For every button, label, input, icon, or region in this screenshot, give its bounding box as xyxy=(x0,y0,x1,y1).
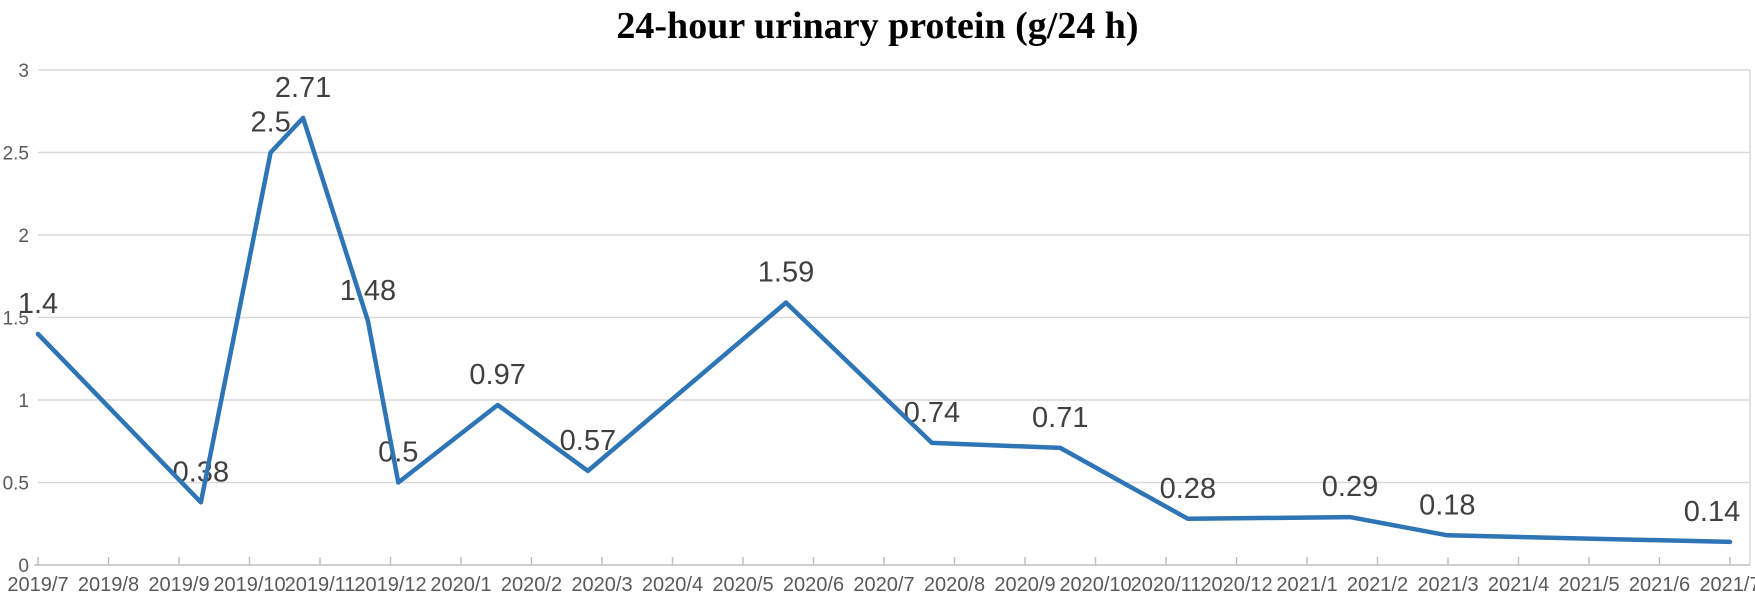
x-axis-tick-label: 2021/5 xyxy=(1558,574,1619,596)
data-point-label: 2.71 xyxy=(275,72,331,104)
x-axis-tick-label: 2019/10 xyxy=(213,574,285,596)
data-point-label: 2.5 xyxy=(250,107,290,139)
y-axis-labels-group: 0 0.5 1 1.5 2 2.5 3 xyxy=(3,61,29,577)
x-axis-tick-label: 2020/1 xyxy=(430,574,491,596)
x-axis-tick-label: 2021/7 xyxy=(1699,574,1755,596)
x-axis-tick-label: 2020/6 xyxy=(783,574,844,596)
x-axis-tick-label: 2019/8 xyxy=(78,574,139,596)
x-axis-tick-label: 2021/6 xyxy=(1629,574,1690,596)
data-point-label: 0.71 xyxy=(1032,402,1088,434)
data-point-label: 0.18 xyxy=(1419,489,1475,521)
data-point-label: 0.29 xyxy=(1322,471,1378,503)
x-axis-tick-label: 2020/5 xyxy=(712,574,773,596)
data-point-label: 0.57 xyxy=(560,425,616,457)
gridlines-group xyxy=(38,69,1750,484)
x-axis-tick-label: 2020/2 xyxy=(501,574,562,596)
data-point-label: 1.59 xyxy=(758,257,814,289)
x-axis-tick-label: 2021/1 xyxy=(1276,574,1337,596)
y-axis-tick-label: 3 xyxy=(18,61,29,82)
data-labels-group: 1.40.382.52.711.480.50.970.571.590.74 0.7… xyxy=(18,72,1740,528)
x-axis-tick-label: 2020/4 xyxy=(642,574,703,596)
data-point-label: 0.28 xyxy=(1160,473,1216,505)
chart-title: 24-hour urinary protein (g/24 h) xyxy=(616,5,1139,47)
x-axis-tick-label: 2020/12 xyxy=(1200,574,1272,596)
x-axis-tick-label: 2021/2 xyxy=(1347,574,1408,596)
data-point-label: 0.14 xyxy=(1684,496,1740,528)
x-axis-tick-label: 2021/3 xyxy=(1417,574,1478,596)
y-axis-tick-label: 0 xyxy=(18,556,29,577)
x-axis-tick-label: 2020/8 xyxy=(924,574,985,596)
x-axis-tick-label: 2020/9 xyxy=(994,574,1055,596)
x-axis-tick-label: 2019/7 xyxy=(7,574,68,596)
y-axis-tick-label: 2.5 xyxy=(3,144,29,165)
data-point-label: 0.5 xyxy=(378,437,418,469)
x-axis-tick-label: 2021/4 xyxy=(1488,574,1549,596)
series-line xyxy=(35,115,1733,545)
data-point-label: 0.97 xyxy=(469,359,525,391)
y-axis-tick-label: 1 xyxy=(18,391,29,412)
x-axis-tick-label: 2019/12 xyxy=(354,574,426,596)
data-point-label: 1.48 xyxy=(340,275,396,307)
x-axis-tick-label: 2020/11 xyxy=(1131,574,1202,596)
x-axis-tick-label: 2020/3 xyxy=(571,574,632,596)
x-axis-ticks-group xyxy=(37,557,1731,565)
x-axis-tick-label: 2020/10 xyxy=(1059,574,1131,596)
y-axis-tick-label: 0.5 xyxy=(3,474,29,495)
x-axis-tick-label: 2020/7 xyxy=(853,574,914,596)
x-axis-tick-label: 2019/11 xyxy=(285,574,356,596)
data-point-label: 1.4 xyxy=(18,288,58,320)
x-axis-tick-label: 2019/9 xyxy=(148,574,209,596)
y-axis-tick-label: 2 xyxy=(18,226,29,247)
y-axis-tick-label: 1.5 xyxy=(3,309,29,330)
